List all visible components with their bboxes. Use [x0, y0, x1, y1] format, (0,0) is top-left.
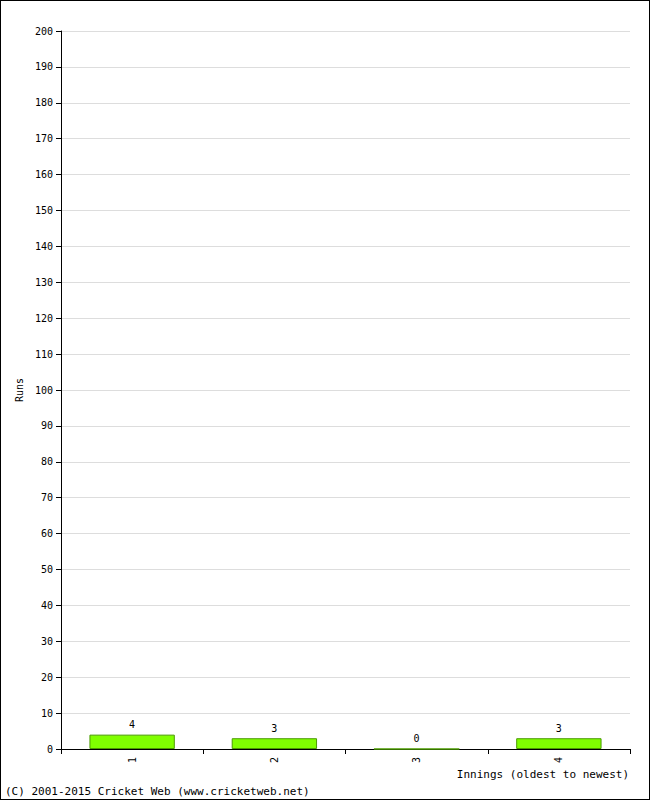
- svg-text:30: 30: [41, 636, 53, 647]
- svg-text:(C) 2001-2015 Cricket Web (www: (C) 2001-2015 Cricket Web (www.cricketwe…: [5, 785, 310, 798]
- svg-text:40: 40: [41, 600, 53, 611]
- svg-text:0: 0: [47, 744, 53, 755]
- svg-text:Innings (oldest to newest): Innings (oldest to newest): [457, 768, 629, 781]
- svg-text:170: 170: [35, 133, 53, 144]
- svg-text:1: 1: [127, 757, 138, 763]
- svg-text:3: 3: [271, 723, 277, 734]
- svg-text:70: 70: [41, 492, 53, 503]
- svg-text:3: 3: [556, 723, 562, 734]
- svg-text:3: 3: [411, 757, 422, 763]
- svg-text:110: 110: [35, 349, 53, 360]
- svg-text:50: 50: [41, 564, 53, 575]
- svg-text:10: 10: [41, 708, 53, 719]
- svg-text:2: 2: [269, 757, 280, 763]
- svg-text:4: 4: [553, 757, 564, 763]
- svg-text:160: 160: [35, 169, 53, 180]
- svg-text:Runs: Runs: [14, 378, 25, 402]
- svg-text:80: 80: [41, 456, 53, 467]
- svg-text:130: 130: [35, 277, 53, 288]
- svg-text:180: 180: [35, 97, 53, 108]
- svg-text:120: 120: [35, 313, 53, 324]
- svg-text:90: 90: [41, 420, 53, 431]
- svg-text:140: 140: [35, 241, 53, 252]
- svg-text:0: 0: [414, 733, 420, 744]
- svg-text:20: 20: [41, 672, 53, 683]
- svg-text:200: 200: [35, 26, 53, 37]
- svg-text:4: 4: [129, 719, 135, 730]
- svg-text:150: 150: [35, 205, 53, 216]
- svg-text:190: 190: [35, 61, 53, 72]
- svg-text:60: 60: [41, 528, 53, 539]
- svg-text:100: 100: [35, 385, 53, 396]
